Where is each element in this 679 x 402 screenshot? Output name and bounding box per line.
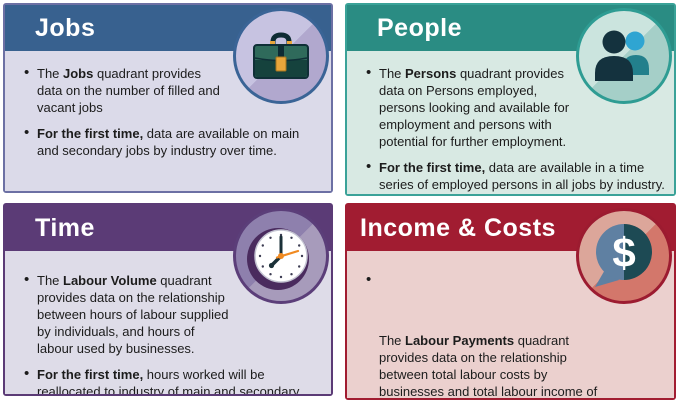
clock-icon	[233, 208, 329, 304]
people-title: People	[377, 13, 462, 42]
quadrant-card-time: Time	[3, 203, 333, 396]
jobs-title: Jobs	[35, 13, 96, 42]
dollar-glyph: $	[612, 229, 635, 276]
bullet-item: The Labour Payments quadrant provides da…	[365, 271, 666, 398]
bullet-item: For the first time, hours worked will be…	[23, 365, 323, 394]
dollar-icon: $	[576, 208, 672, 304]
quadrant-card-people: People The Persons quadrant provides dat…	[345, 3, 676, 196]
bullet-item: For the first time, data are available i…	[365, 158, 666, 193]
income-icon-circle: $	[576, 208, 672, 304]
quadrant-card-income: Income & Costs $ The Labour Payments qua…	[345, 203, 676, 400]
bullet-item: The Persons quadrant provides data on Pe…	[365, 64, 666, 150]
briefcase-icon	[251, 31, 311, 81]
income-title: Income & Costs	[360, 213, 556, 242]
people-icon	[592, 27, 656, 85]
time-body: The Labour Volume quadrant provides data…	[5, 251, 331, 394]
bullet-item: The Labour Volume quadrant provides data…	[23, 271, 323, 357]
jobs-icon-circle	[233, 8, 329, 104]
time-title: Time	[35, 213, 95, 242]
bullet-item: For the first time, data are available o…	[23, 124, 323, 159]
time-icon-circle	[233, 208, 329, 304]
bullet-item: The Jobs quadrant provides data on the n…	[23, 64, 323, 116]
quadrant-card-jobs: Jobs The Jobs quadrant provides data on …	[3, 3, 333, 193]
people-icon-circle	[576, 8, 672, 104]
